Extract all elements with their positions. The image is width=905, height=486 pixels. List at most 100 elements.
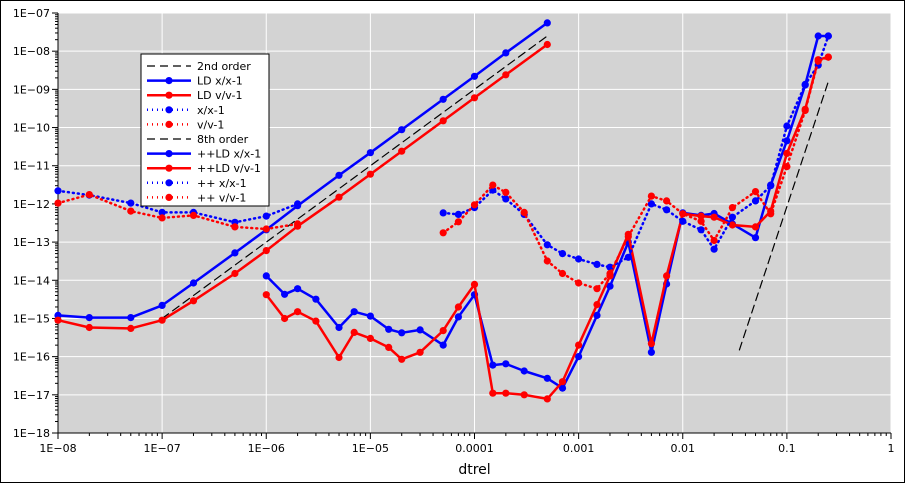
legend-entry: ++ x/x-1 bbox=[147, 177, 247, 190]
legend-entry: 8th order bbox=[147, 133, 249, 146]
data-point bbox=[350, 308, 358, 316]
data-point bbox=[502, 389, 510, 397]
legend-label: 2nd order bbox=[197, 60, 251, 73]
data-point bbox=[454, 210, 462, 218]
legend-box bbox=[140, 53, 270, 207]
series--v-v-1 bbox=[439, 53, 832, 293]
legend-label: ++LD v/v-1 bbox=[197, 162, 261, 175]
data-point bbox=[262, 291, 270, 299]
data-point bbox=[710, 236, 718, 245]
data-point bbox=[751, 197, 760, 205]
legend-swatch-marker bbox=[165, 120, 173, 128]
series-line bbox=[738, 80, 829, 351]
data-point bbox=[728, 213, 737, 221]
data-point bbox=[543, 241, 551, 249]
data-point bbox=[398, 329, 406, 337]
data-point bbox=[158, 208, 166, 216]
data-point bbox=[231, 269, 239, 278]
data-point bbox=[606, 282, 614, 290]
data-point bbox=[189, 297, 198, 305]
data-point bbox=[489, 389, 497, 397]
legend-entry: ++LD x/x-1 bbox=[147, 148, 261, 161]
data-point bbox=[801, 106, 809, 115]
legend: 2nd order LD x/x-1LD v/v-1 x/x-1v/v-1 8th o… bbox=[140, 53, 270, 207]
data-point bbox=[335, 323, 343, 332]
data-point bbox=[558, 378, 567, 386]
x-tick-label: 1E−07 bbox=[144, 442, 181, 455]
data-point bbox=[783, 137, 791, 145]
data-point bbox=[502, 49, 510, 57]
data-point bbox=[454, 218, 462, 226]
data-point bbox=[543, 257, 551, 265]
data-point bbox=[54, 187, 62, 195]
data-point bbox=[231, 223, 239, 231]
legend-label: ++LD x/x-1 bbox=[197, 148, 261, 161]
data-point bbox=[767, 210, 775, 218]
data-point bbox=[85, 323, 93, 332]
data-point bbox=[663, 272, 671, 280]
data-point bbox=[767, 182, 775, 190]
data-point bbox=[783, 163, 791, 171]
data-point bbox=[294, 200, 302, 208]
data-point bbox=[350, 328, 358, 336]
data-point bbox=[593, 285, 601, 293]
x-tick-label: 0.001 bbox=[563, 442, 595, 455]
data-point bbox=[558, 250, 567, 258]
y-tick-label: 1E−09 bbox=[13, 83, 50, 96]
data-point bbox=[85, 314, 93, 322]
data-point bbox=[366, 149, 374, 157]
data-point bbox=[575, 353, 583, 361]
data-point bbox=[281, 314, 289, 323]
legend-label: ++ x/x-1 bbox=[197, 177, 247, 190]
data-point bbox=[281, 290, 289, 298]
series-line bbox=[161, 35, 548, 320]
data-point bbox=[558, 269, 567, 278]
data-point bbox=[416, 326, 424, 334]
x-tick-label: 0.1 bbox=[778, 442, 796, 455]
data-point bbox=[454, 313, 462, 321]
data-point bbox=[189, 211, 198, 219]
data-point bbox=[593, 301, 601, 309]
data-point bbox=[697, 217, 705, 225]
data-point bbox=[558, 384, 567, 392]
data-point bbox=[439, 229, 447, 237]
data-point bbox=[647, 200, 656, 208]
data-point bbox=[663, 197, 671, 205]
series-line bbox=[265, 34, 830, 390]
data-point bbox=[710, 213, 718, 221]
data-point bbox=[502, 71, 510, 79]
legend-entry: v/v-1 bbox=[147, 118, 224, 131]
data-point bbox=[385, 343, 393, 351]
data-point bbox=[575, 341, 583, 349]
y-tick-label: 1E−12 bbox=[13, 198, 50, 211]
data-point bbox=[470, 201, 479, 209]
legend-label: ++ v/v-1 bbox=[197, 191, 246, 204]
data-point bbox=[543, 19, 551, 27]
data-point bbox=[54, 199, 62, 207]
data-point bbox=[543, 40, 551, 49]
data-point bbox=[454, 303, 462, 311]
data-point bbox=[127, 207, 135, 215]
series-line bbox=[56, 189, 299, 224]
x-axis-label: dtrel bbox=[458, 462, 490, 478]
data-point bbox=[439, 327, 447, 335]
legend-label: LD v/v-1 bbox=[197, 89, 243, 102]
x-tick-label: 1E−05 bbox=[352, 442, 389, 455]
data-point bbox=[679, 210, 687, 218]
legend-entry: LD x/x-1 bbox=[147, 75, 243, 88]
data-point bbox=[606, 269, 614, 278]
data-point bbox=[335, 353, 343, 362]
legend-label: v/v-1 bbox=[197, 118, 224, 131]
data-point bbox=[439, 95, 447, 103]
data-point bbox=[520, 367, 528, 375]
data-point bbox=[189, 279, 198, 287]
data-point bbox=[751, 234, 760, 242]
data-point bbox=[262, 247, 270, 255]
y-tick-label: 1E−16 bbox=[13, 351, 50, 364]
data-point bbox=[824, 53, 832, 61]
data-point bbox=[606, 263, 614, 271]
legend-label: x/x-1 bbox=[197, 104, 225, 117]
x-tick-label: 0.0001 bbox=[455, 442, 494, 455]
data-point bbox=[85, 191, 93, 199]
